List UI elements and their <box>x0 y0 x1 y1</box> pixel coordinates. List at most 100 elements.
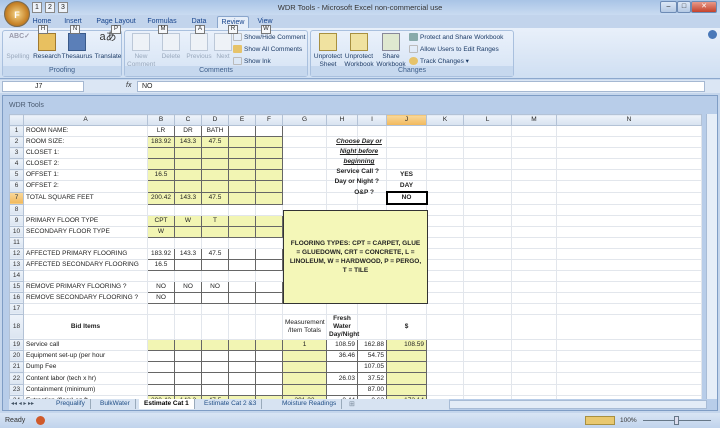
cell-n20[interactable] <box>556 349 702 363</box>
cell-m20[interactable] <box>511 349 557 363</box>
next-comment-button[interactable]: Next <box>213 33 233 61</box>
cell-a3[interactable]: CLOSET 1: <box>23 147 148 159</box>
cell-k22[interactable] <box>426 372 464 385</box>
cell-m16[interactable] <box>511 291 557 304</box>
row-header[interactable]: 8 <box>9 203 24 216</box>
cell-j6[interactable]: DAY <box>386 180 427 193</box>
name-box[interactable]: J7 <box>2 81 84 92</box>
tab-insert[interactable]: Insert <box>64 18 82 25</box>
cell-a5[interactable]: OFFSET 1: <box>23 169 148 181</box>
cell-c22[interactable] <box>174 372 202 385</box>
cell-j17[interactable] <box>386 302 427 315</box>
cell-l24[interactable] <box>463 394 512 399</box>
cell-e22[interactable] <box>228 372 256 385</box>
sheet-tab-estimate-cat-1[interactable]: Estimate Cat 1 <box>139 399 195 409</box>
tab-home[interactable]: Home <box>32 18 52 25</box>
cell-k16[interactable] <box>426 291 464 304</box>
row-header[interactable]: 20 <box>9 349 24 363</box>
cell-e19[interactable] <box>228 338 256 351</box>
cell-i21[interactable]: 107.05 <box>357 361 387 374</box>
zoom-slider-handle[interactable] <box>674 416 679 425</box>
cell-c6[interactable] <box>174 180 202 193</box>
column-header-e[interactable]: E <box>228 114 256 126</box>
cell-n10[interactable] <box>556 225 702 238</box>
cell-e12[interactable] <box>228 247 256 260</box>
protect-share-button[interactable]: Protect and Share Workbook <box>409 33 503 43</box>
cell-f21[interactable] <box>255 361 283 374</box>
cell-e17[interactable] <box>228 302 256 315</box>
cell-c14[interactable] <box>174 269 202 282</box>
column-header-d[interactable]: D <box>201 114 229 126</box>
cell-a21[interactable]: Dump Fee <box>23 361 148 374</box>
close-button[interactable]: ✕ <box>691 1 717 13</box>
cell-j1[interactable] <box>386 125 427 137</box>
macro-record-icon[interactable] <box>36 416 45 425</box>
cell-f8[interactable] <box>255 203 283 216</box>
cell-c21[interactable] <box>174 361 202 374</box>
row-header[interactable]: 6 <box>9 180 24 193</box>
row-header[interactable]: 14 <box>9 269 24 282</box>
cell-f10[interactable] <box>255 225 283 238</box>
show-ink-button[interactable]: Show Ink <box>233 57 271 67</box>
row-header[interactable]: 1 <box>9 125 24 137</box>
cell-l19[interactable] <box>463 338 512 351</box>
cell-b2[interactable]: 183.92 <box>147 136 175 148</box>
cell-h19[interactable]: 108.59 <box>326 338 358 351</box>
sheet-nav-arrows-icon[interactable]: ◂◂ ◂ ▸ ▸▸ <box>11 401 35 407</box>
column-header-g[interactable]: G <box>282 114 327 126</box>
cell-b21[interactable] <box>147 361 175 374</box>
cell-g21[interactable] <box>282 361 327 374</box>
cell-n18[interactable] <box>556 313 702 340</box>
cell-c13[interactable] <box>174 258 202 271</box>
cell-l5[interactable] <box>463 169 512 181</box>
cell-c16[interactable] <box>174 291 202 304</box>
cell-g17[interactable] <box>282 302 327 315</box>
help-icon[interactable] <box>708 30 717 39</box>
cell-h1[interactable] <box>326 125 358 137</box>
minimize-button[interactable]: – <box>660 1 677 13</box>
cell-m24[interactable] <box>511 394 557 399</box>
cell-l16[interactable] <box>463 291 512 304</box>
cell-l2[interactable] <box>463 136 512 148</box>
cell-d8[interactable] <box>201 203 229 216</box>
cell-d21[interactable] <box>201 361 229 374</box>
cell-h17[interactable] <box>326 302 358 315</box>
maximize-button[interactable]: □ <box>677 1 691 13</box>
cell-j18[interactable]: $ <box>386 313 427 340</box>
unprotect-sheet-button[interactable]: Unprotect Sheet <box>313 33 343 69</box>
cell-f12[interactable] <box>255 247 283 260</box>
row-header[interactable]: 16 <box>9 291 24 304</box>
sheet-tab-moisture-readings[interactable]: Moisture Readings <box>277 399 343 409</box>
cell-j21[interactable] <box>386 361 427 374</box>
cell-d7[interactable]: 47.5 <box>201 191 229 205</box>
cell-e9[interactable] <box>228 214 256 227</box>
cell-f20[interactable] <box>255 349 283 363</box>
cell-l4[interactable] <box>463 158 512 170</box>
row-header[interactable]: 9 <box>9 214 24 227</box>
cell-e1[interactable] <box>228 125 256 137</box>
cell-a9[interactable]: PRIMARY FLOOR TYPE <box>23 214 148 227</box>
cell-e20[interactable] <box>228 349 256 363</box>
cell-c11[interactable] <box>174 236 202 249</box>
cell-g19[interactable]: 1 <box>282 338 327 351</box>
cell-g18[interactable]: Measurement /Item Totals <box>282 313 327 340</box>
sheet-tab-bulkwater[interactable]: BulkWater <box>95 399 136 409</box>
cell-d19[interactable] <box>201 338 229 351</box>
cell-e14[interactable] <box>228 269 256 282</box>
cell-h20[interactable]: 36.46 <box>326 349 358 363</box>
cell-i22[interactable]: 37.52 <box>357 372 387 385</box>
cell-k21[interactable] <box>426 361 464 374</box>
cell-e4[interactable] <box>228 158 256 170</box>
cell-a2[interactable]: ROOM SIZE: <box>23 136 148 148</box>
horizontal-scrollbar[interactable] <box>449 400 707 409</box>
quick-access-redo[interactable]: 3 <box>58 2 68 13</box>
row-header[interactable]: 10 <box>9 225 24 238</box>
cell-g20[interactable] <box>282 349 327 363</box>
cell-f9[interactable] <box>255 214 283 227</box>
tab-view[interactable]: View <box>257 18 273 25</box>
cell-n3[interactable] <box>556 147 702 159</box>
tab-page-layout[interactable]: Page Layout <box>96 18 136 25</box>
row-header[interactable]: 19 <box>9 338 24 351</box>
cell-m9[interactable] <box>511 214 557 227</box>
cell-d2[interactable]: 47.5 <box>201 136 229 148</box>
